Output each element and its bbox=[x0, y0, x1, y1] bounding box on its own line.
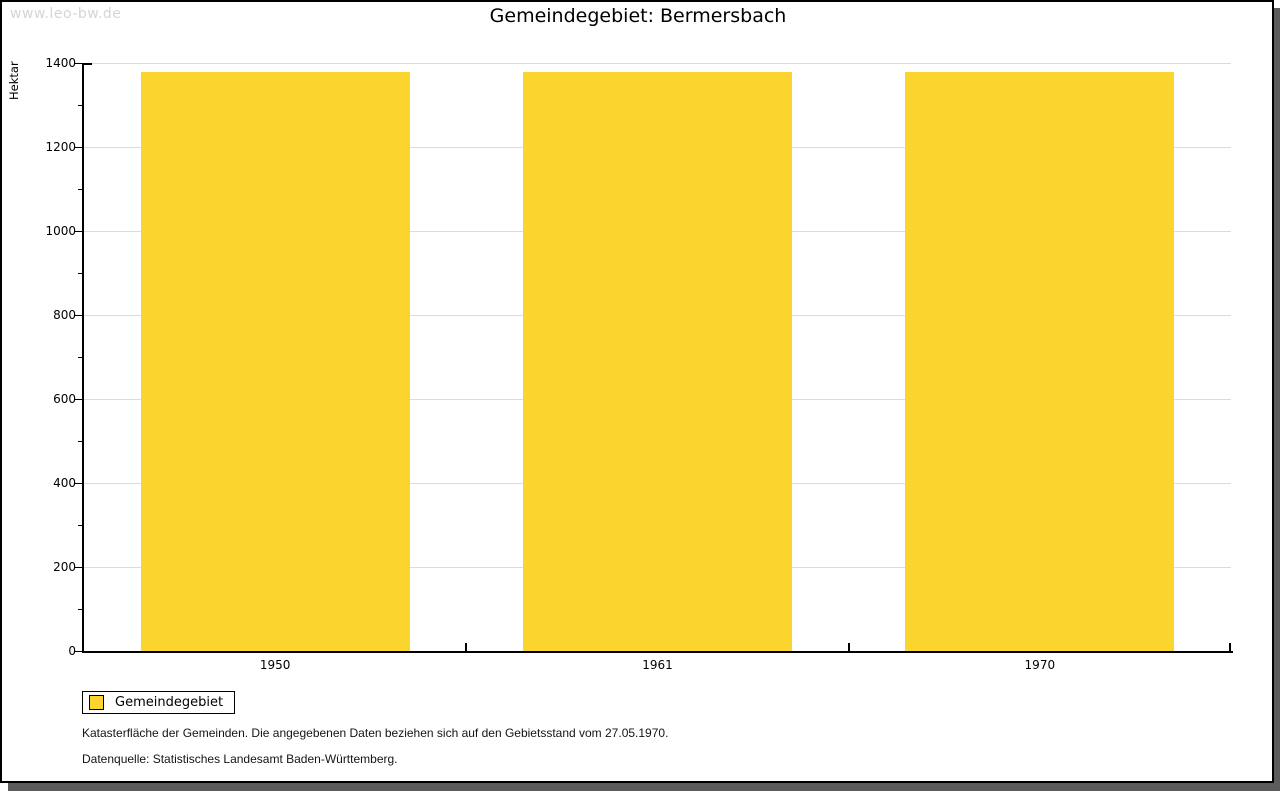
y-axis-tick-label: 400 bbox=[53, 476, 76, 490]
y-axis-minor-tick bbox=[78, 525, 82, 526]
y-axis-minor-tick bbox=[78, 273, 82, 274]
x-axis-tick-label: 1950 bbox=[259, 658, 291, 672]
y-axis-tick-label: 0 bbox=[68, 644, 76, 658]
y-axis-tick-label: 1400 bbox=[45, 56, 76, 70]
y-axis-major-tick bbox=[75, 231, 82, 232]
bar-1961 bbox=[523, 72, 792, 651]
y-axis-major-tick bbox=[75, 315, 82, 316]
x-axis-line bbox=[82, 651, 1233, 653]
y-axis-major-tick bbox=[75, 399, 82, 400]
chart-title: Gemeindegebiet: Bermersbach bbox=[489, 5, 787, 27]
y-axis-major-tick bbox=[75, 147, 82, 148]
y-axis-major-tick bbox=[75, 651, 82, 652]
y-axis-major-tick bbox=[75, 567, 82, 568]
y-axis-tick-label: 1000 bbox=[45, 224, 76, 238]
y-axis-minor-tick bbox=[78, 105, 82, 106]
footnote-source: Datenquelle: Statistisches Landesamt Bad… bbox=[82, 752, 398, 766]
x-axis-category-tick bbox=[465, 643, 468, 651]
legend-box: Gemeindegebiet bbox=[82, 691, 236, 714]
legend-swatch-gemeindegebiet bbox=[89, 695, 104, 710]
footnote-description: Katasterfläche der Gemeinden. Die angege… bbox=[82, 726, 669, 740]
y-axis-line bbox=[82, 63, 84, 653]
y-axis-endcap bbox=[84, 63, 92, 65]
x-axis-category-tick bbox=[847, 643, 850, 651]
bar-1950 bbox=[140, 72, 410, 651]
x-axis-endcap bbox=[1229, 643, 1231, 651]
frame-shadow-right bbox=[1274, 8, 1280, 791]
y-axis-title: Hektar bbox=[7, 61, 21, 100]
y-axis-tick-label: 200 bbox=[53, 560, 76, 574]
y-axis-minor-tick bbox=[78, 357, 82, 358]
plot-area bbox=[84, 63, 1231, 651]
y-axis-minor-tick bbox=[78, 609, 82, 610]
y-axis-tick-label: 1200 bbox=[45, 140, 76, 154]
x-axis-tick-label: 1961 bbox=[642, 658, 673, 672]
y-axis-tick-label: 800 bbox=[53, 308, 76, 322]
frame-shadow-bottom bbox=[8, 783, 1280, 791]
y-axis-minor-tick bbox=[78, 441, 82, 442]
bar-1970 bbox=[905, 72, 1175, 651]
x-axis-tick-label: 1970 bbox=[1024, 658, 1056, 672]
y-axis-major-tick bbox=[75, 483, 82, 484]
gridline bbox=[84, 63, 1231, 64]
watermark: www.leo-bw.de bbox=[10, 6, 122, 22]
y-axis-tick-label: 600 bbox=[53, 392, 76, 406]
legend-label: Gemeindegebiet bbox=[115, 695, 224, 710]
y-axis-major-tick bbox=[75, 63, 82, 64]
y-axis-minor-tick bbox=[78, 189, 82, 190]
